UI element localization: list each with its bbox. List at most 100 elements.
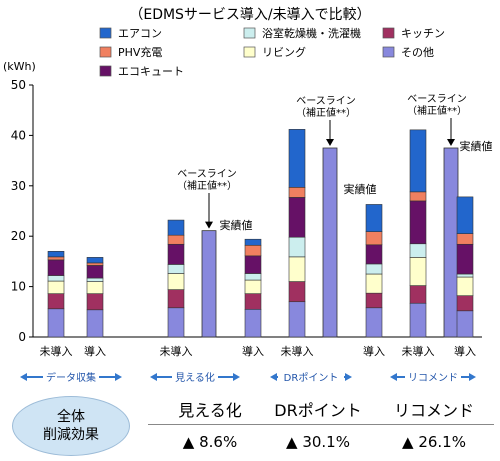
bar-segment xyxy=(365,273,383,294)
bar-segment xyxy=(47,293,65,310)
x-tick-label: 導入 xyxy=(84,344,106,358)
legend-swatch xyxy=(243,46,256,58)
bar-segment xyxy=(409,191,427,202)
baseline-annotation: ベースライン xyxy=(296,95,356,107)
bar-segment xyxy=(47,280,65,294)
caption-bg xyxy=(278,370,344,384)
y-tick-label: 0 xyxy=(18,330,26,344)
group-caption: リコメンド xyxy=(408,373,458,384)
y-tick-label: 40 xyxy=(11,128,26,142)
bar-segment xyxy=(456,276,474,296)
baseline-annotation-sub: （補正値**） xyxy=(296,106,356,119)
caption-arrow-left xyxy=(150,373,157,381)
bar-segment xyxy=(86,262,104,266)
bar-segment xyxy=(288,197,306,238)
bar-segment xyxy=(86,265,104,279)
bar-segment xyxy=(409,129,427,193)
caption-bg xyxy=(43,370,99,384)
summary-name-dr-point: DRポイント xyxy=(274,401,362,420)
bar-segment xyxy=(167,289,185,309)
legend-label: エアコン xyxy=(118,27,162,40)
bar-segment xyxy=(288,281,306,303)
bar-segment xyxy=(167,307,185,338)
bar-segment xyxy=(288,256,306,282)
baseline-arrow-head xyxy=(205,221,213,229)
x-tick-label: 未導入 xyxy=(281,344,314,358)
x-tick-label: 未導入 xyxy=(402,344,435,358)
summary-value-visualization: ▲ 8.6% xyxy=(182,433,238,451)
chart-title: （EDMSサービス導入/未導入で比較） xyxy=(129,7,370,23)
overall-label-line1: 全体 xyxy=(57,409,85,425)
bar-segment xyxy=(244,244,262,257)
legend-label: リビング xyxy=(262,45,306,59)
group-caption: データ収集 xyxy=(46,371,96,384)
actual-annotation: 実績値 xyxy=(220,218,253,232)
bar-segment xyxy=(47,275,65,282)
legend-label: 浴室乾燥機・洗濯機 xyxy=(262,26,361,40)
legend-swatch xyxy=(243,27,256,39)
caption-arrow-left xyxy=(390,373,397,381)
bar-segment xyxy=(244,273,262,281)
caption-arrow-left xyxy=(270,373,277,381)
bar-segment xyxy=(244,293,262,310)
bar-segment xyxy=(47,259,65,276)
bar-segment xyxy=(456,243,474,275)
bar-segment xyxy=(456,310,474,338)
bar-segment xyxy=(288,301,306,338)
caption-arrow-right xyxy=(345,373,352,381)
bar-segment xyxy=(244,255,262,274)
bar-segment xyxy=(167,219,185,236)
bar-segment xyxy=(456,196,474,234)
overall-label-line2: 削減効果 xyxy=(43,427,99,443)
bar-segment xyxy=(167,234,185,245)
bar-segment xyxy=(409,200,427,245)
baseline-bar xyxy=(443,147,459,338)
legend-swatch xyxy=(99,65,112,77)
y-axis-label: (kWh) xyxy=(3,60,36,73)
baseline-bar xyxy=(322,147,338,338)
bar-segment xyxy=(288,187,306,198)
bar-segment xyxy=(244,238,262,246)
actual-annotation: 実績値 xyxy=(460,139,493,153)
bar-segment xyxy=(86,277,104,282)
legend-label: その他 xyxy=(401,46,434,59)
legend-label: エコキュート xyxy=(118,65,184,78)
x-tick-label: 導入 xyxy=(454,344,476,358)
group-caption: 見える化 xyxy=(175,371,215,384)
bar-segment xyxy=(456,295,474,312)
caption-bg xyxy=(405,370,461,384)
bar-segment xyxy=(167,264,185,274)
caption-arrow-left xyxy=(20,373,27,381)
summary-divider xyxy=(148,424,494,425)
x-tick-label: 未導入 xyxy=(160,344,193,358)
caption-arrow-right xyxy=(469,373,476,381)
x-tick-label: 未導入 xyxy=(40,344,73,358)
y-tick-label: 20 xyxy=(11,229,26,243)
legend-swatch xyxy=(99,27,112,39)
bar-segment xyxy=(86,281,104,294)
legend-swatch xyxy=(99,46,112,58)
caption-arrow-right xyxy=(115,373,122,381)
bar-segment xyxy=(365,231,383,246)
baseline-annotation: ベースライン xyxy=(407,93,467,105)
baseline-arrow-head xyxy=(447,139,455,146)
baseline-annotation: ベースライン xyxy=(177,168,237,180)
bar-segment xyxy=(167,273,185,290)
bar-segment xyxy=(47,308,65,338)
summary-value-recommend: ▲ 26.1% xyxy=(402,433,466,451)
y-tick-label: 10 xyxy=(11,280,26,294)
bar-segment xyxy=(86,293,104,311)
bar-segment xyxy=(365,244,383,265)
bar-segment xyxy=(409,302,427,338)
x-tick-label: 導入 xyxy=(242,344,264,358)
x-tick-label: 導入 xyxy=(363,344,385,358)
bar-segment xyxy=(409,257,427,286)
bar-segment xyxy=(86,257,104,264)
caption-arrow-right xyxy=(233,373,240,381)
group-caption: DRポイント xyxy=(284,372,339,384)
summary-name-visualization: 見える化 xyxy=(178,401,242,420)
legend-label: キッチン xyxy=(401,27,445,40)
baseline-bar xyxy=(201,230,217,338)
